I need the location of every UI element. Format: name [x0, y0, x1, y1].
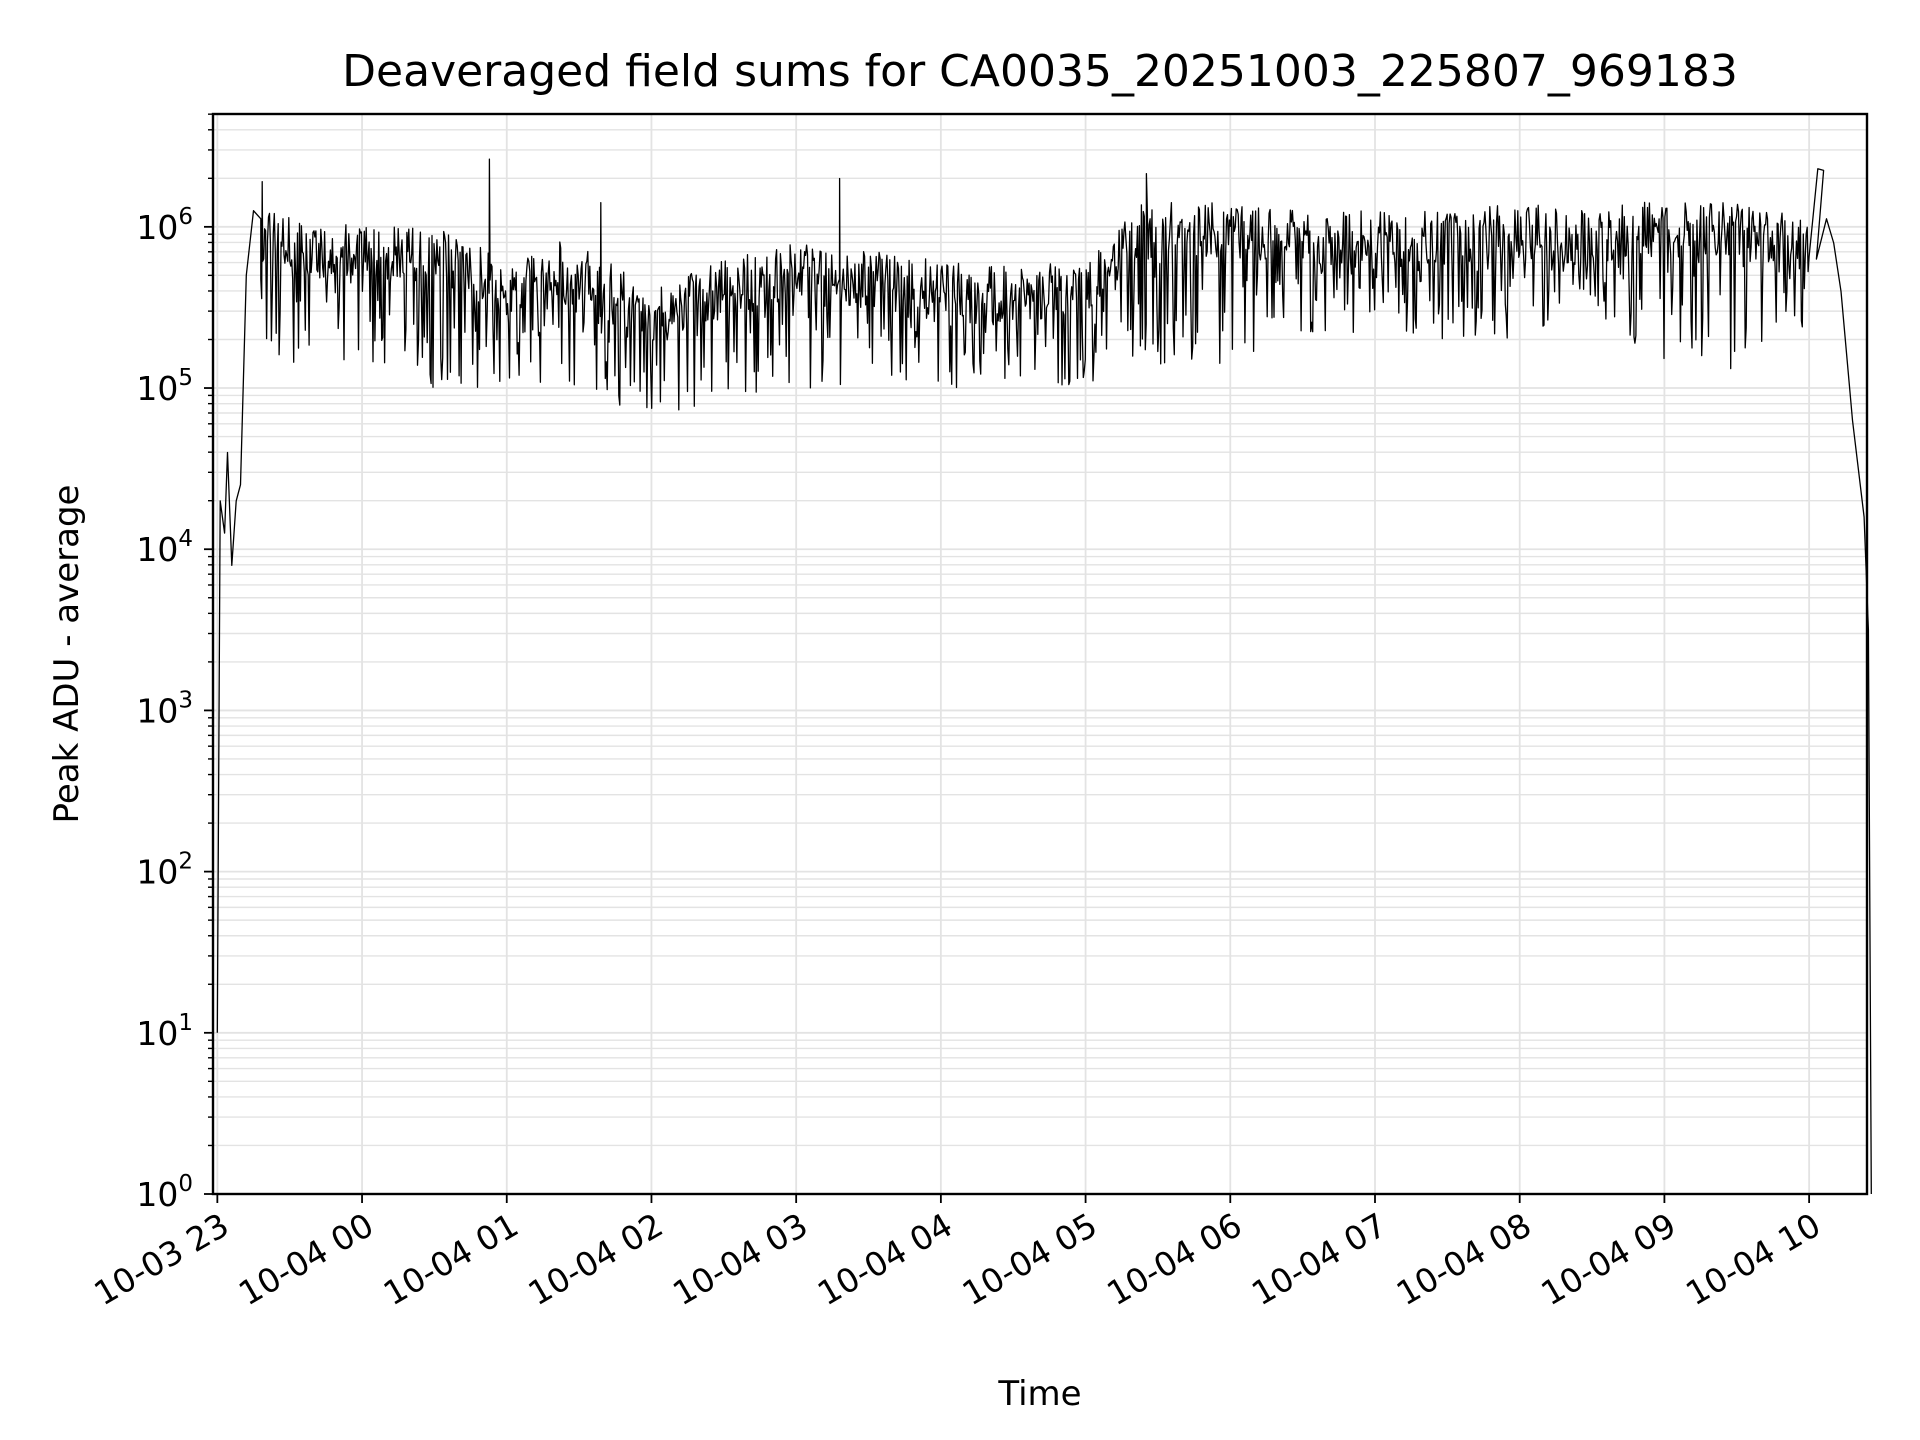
y-tick-label: 100: [136, 1171, 193, 1214]
y-tick-label: 101: [136, 1010, 193, 1053]
x-axis-label: Time: [997, 1374, 1081, 1414]
y-tick-label: 104: [136, 526, 193, 569]
y-tick-label: 105: [136, 365, 193, 408]
chart-title: Deaveraged field sums for CA0035_2025100…: [342, 46, 1738, 97]
series-path: [216, 158, 1872, 1195]
series-line: [216, 158, 1872, 1195]
y-tick-label: 106: [136, 204, 193, 247]
y-tick-label: 103: [136, 687, 193, 730]
y-axis-label: Peak ADU - average: [47, 485, 87, 824]
plot-frame: [211, 112, 1869, 1196]
y-tick-label: 102: [136, 849, 193, 892]
